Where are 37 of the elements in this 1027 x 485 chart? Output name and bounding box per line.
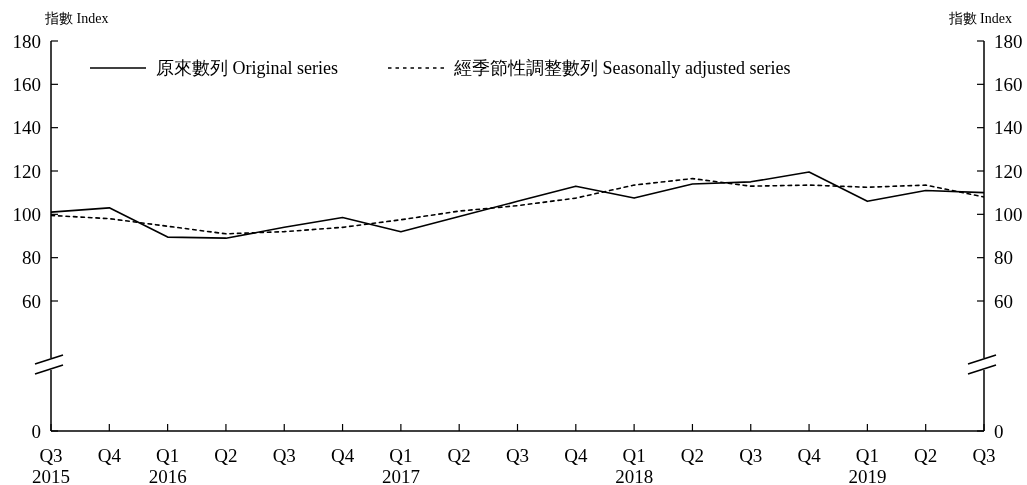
x-tick-label: Q3 <box>505 445 530 466</box>
y2-tick-label: 180 <box>994 30 1023 52</box>
x-tick-label: Q4 <box>97 445 122 466</box>
y-tick-label: 80 <box>22 247 41 269</box>
y2-tick-label: 80 <box>994 247 1013 269</box>
y-tick-label: 100 <box>12 203 41 225</box>
x-tick-label: Q4 <box>330 445 355 466</box>
x-tick-label: Q2 <box>914 445 938 466</box>
x-tick-label: Q2 <box>214 445 238 466</box>
y-tick-label: 160 <box>12 73 41 95</box>
y2-axis-title: 指數 Index <box>948 10 1012 28</box>
x-tick-label: Q1 2017 <box>381 445 420 485</box>
y-axis-title: 指數 Index <box>45 10 109 28</box>
y-tick-label: 120 <box>12 160 41 182</box>
y-tick-label: 180 <box>12 30 41 52</box>
x-tick-label: Q3 <box>739 445 763 466</box>
y-tick-label: 60 <box>22 290 41 312</box>
y2-tick-label: 100 <box>994 203 1023 225</box>
y2-tick-label: 120 <box>994 160 1023 182</box>
x-tick-label: Q4 <box>564 445 588 466</box>
x-tick-label: Q1 2016 <box>148 445 187 485</box>
x-tick-label: Q3 <box>972 445 996 466</box>
x-tick-label: Q4 <box>797 445 822 466</box>
legend-label: 原來數列 Original series <box>156 57 338 80</box>
x-tick-label: Q1 2019 <box>848 445 887 485</box>
y2-tick-label: 140 <box>994 117 1023 139</box>
x-tick-label: Q1 2018 <box>615 445 654 485</box>
x-tick-label: Q2 <box>680 445 705 466</box>
x-tick-label: Q2 <box>447 445 471 466</box>
y2-tick-label: 160 <box>994 73 1023 95</box>
legend-label: 經季節性調整數列 Seasonally adjusted series <box>453 57 791 80</box>
x-tick-label: Q3 2015 <box>32 445 70 485</box>
y-tick-label: 0 <box>31 420 41 442</box>
y2-tick-label: 0 <box>994 420 1004 442</box>
y2-tick-label: 60 <box>994 290 1013 312</box>
y-tick-label: 140 <box>12 117 41 139</box>
x-tick-label: Q3 <box>272 445 296 466</box>
